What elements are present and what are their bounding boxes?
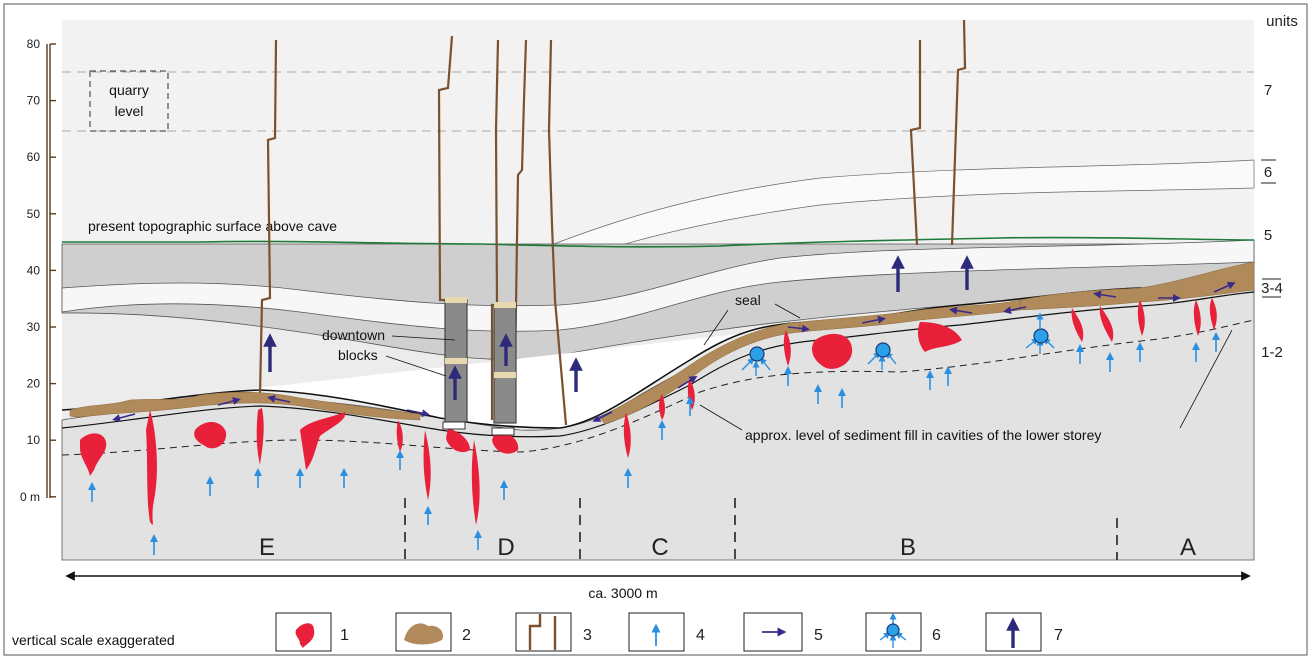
unit-label-3-4: 3-4 [1261,280,1283,297]
unit-label-1-2: 1-2 [1261,344,1283,361]
y-tick-label: 0 m [20,490,40,504]
y-tick-label: 20 [27,377,41,391]
zone-label-a: A [1180,534,1196,561]
cave-floor [61,291,1255,438]
y-tick-label: 60 [27,150,41,164]
zone-label-e: E [259,534,275,561]
sediment-leader-2 [1179,329,1233,429]
legend-symbol-fracture [528,614,557,650]
vertical-scale: 80 70 60 50 40 30 20 10 0 m [20,37,56,504]
outer-border [3,3,1308,656]
zone-label-c: C [651,534,668,561]
convergence-nodes [741,312,1055,376]
downtown-label-line2: blocks [338,347,378,363]
y-tick-label: 80 [27,37,41,51]
surface-label: present topographic surface above cave [88,218,337,234]
sediment-deposits [69,261,1255,425]
topographic-surface [62,236,1255,248]
y-tick-label: 50 [27,207,41,221]
y-tick-label: 70 [27,94,41,108]
legend-label-3: 3 [583,627,592,644]
unit-label-7: 7 [1264,82,1272,99]
unit-label-5: 5 [1264,227,1272,244]
downtown-leader-2 [385,355,447,377]
seal-leader-1 [703,309,729,346]
stratum-6-band [428,159,1255,301]
sediment-leader-1 [699,404,743,431]
seal-label: seal [735,292,761,308]
legend-label-5: 5 [814,627,823,644]
block-bases [442,421,515,436]
navy-arrows [263,255,974,400]
legend-symbol-cavity [295,623,315,648]
quarry-label-line1: quarry [109,82,149,98]
legend-label-6: 6 [932,627,941,644]
zone-separators [404,498,1118,560]
distance-label: ca. 3000 m [588,585,657,601]
legend-symbol-node [879,612,907,648]
quarry-box [89,70,169,132]
legend-label-1: 1 [340,627,349,644]
sediment-label: approx. level of sediment fill in caviti… [745,427,1101,443]
y-tick-label: 10 [27,433,41,447]
zone-label-b: B [900,534,916,561]
legend-label-7: 7 [1054,627,1063,644]
downtown-leader-1 [391,335,456,341]
quarry-label-line2: level [115,103,144,119]
cavities-red [80,298,1217,525]
purple-arrows [112,281,1236,422]
legend: 1 2 3 4 5 6 7 [275,612,1063,652]
blue-arrows [88,332,1220,555]
vertical-scale-note: vertical scale exaggerated [12,632,175,648]
downtown-label-line1: downtown [322,327,385,343]
legend-symbol-sediment [404,623,444,645]
zone-label-d: D [497,534,514,561]
units-header: units [1266,13,1298,30]
unit-label-6: 6 [1264,164,1272,181]
seal-leader-2 [774,303,801,319]
y-tick-label: 30 [27,320,41,334]
y-tick-label: 40 [27,263,41,277]
legend-box-3 [515,612,572,652]
legend-label-4: 4 [696,627,705,644]
legend-label-2: 2 [462,627,471,644]
